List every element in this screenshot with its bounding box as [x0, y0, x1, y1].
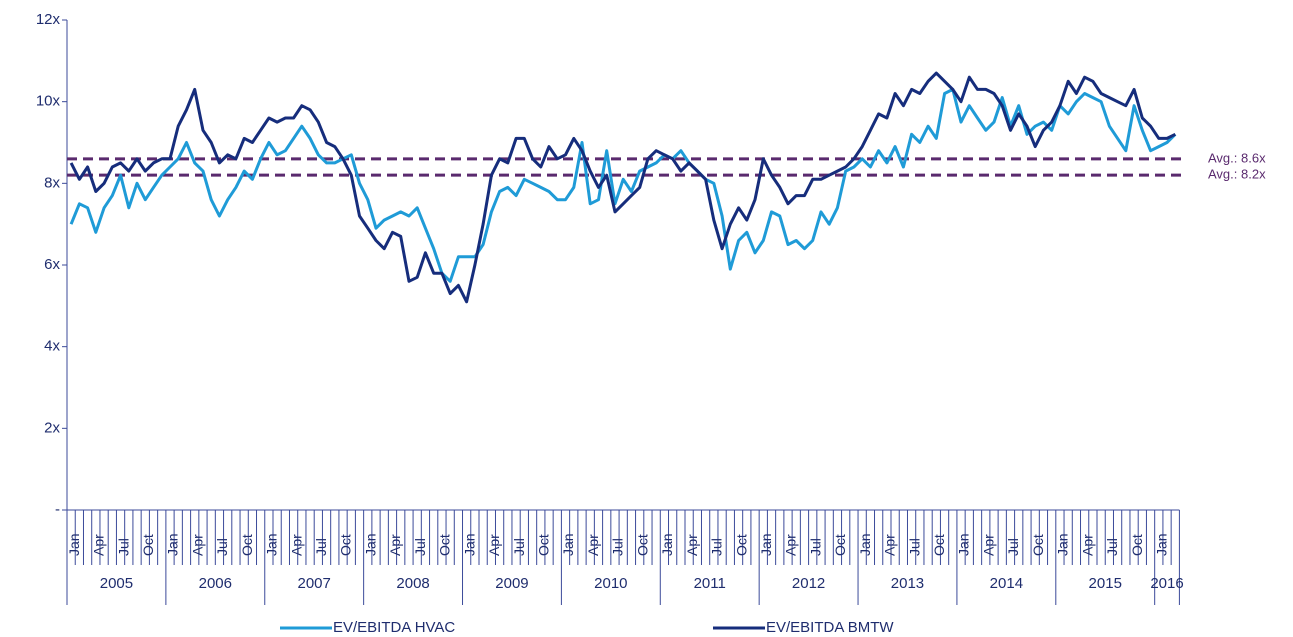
- year-label: 2011: [694, 575, 726, 592]
- x-tick-label: Oct: [239, 534, 255, 556]
- x-tick-label: Oct: [437, 534, 453, 556]
- y-tick-label: 12x: [36, 11, 61, 28]
- x-tick-label: Apr: [288, 534, 304, 556]
- year-label: 2009: [495, 575, 528, 592]
- y-tick-label: 2x: [44, 419, 60, 436]
- series-line: [69, 71, 1176, 304]
- x-tick-label: Jan: [1154, 533, 1170, 556]
- x-tick-label: Jul: [511, 538, 527, 556]
- x-tick-label: Jan: [560, 533, 576, 556]
- x-tick-label: Oct: [140, 534, 156, 556]
- year-label: 2015: [1089, 575, 1122, 592]
- year-label: 2008: [396, 575, 429, 592]
- year-label: 2013: [891, 575, 924, 592]
- year-label: 2007: [298, 575, 331, 592]
- x-tick-label: Jan: [66, 533, 82, 556]
- x-tick-label: Jan: [264, 533, 280, 556]
- x-tick-label: Jul: [115, 538, 131, 556]
- average-label: Avg.: 8.2x: [1208, 167, 1266, 182]
- x-tick-label: Apr: [1079, 534, 1095, 556]
- x-tick-label: Jan: [857, 533, 873, 556]
- y-tick-label: 8x: [44, 174, 60, 191]
- year-label: 2016: [1150, 575, 1183, 592]
- x-tick-label: Jul: [1005, 538, 1021, 556]
- x-tick-label: Oct: [931, 534, 947, 556]
- y-tick-label: 4x: [44, 338, 60, 355]
- x-tick-label: Oct: [832, 534, 848, 556]
- series-line: [69, 87, 1177, 283]
- x-tick-label: Apr: [189, 534, 205, 556]
- y-tick-label: 10x: [36, 93, 61, 110]
- x-tick-label: Jul: [807, 538, 823, 556]
- x-tick-label: Jan: [461, 533, 477, 556]
- y-tick-label: 6x: [44, 256, 60, 273]
- x-tick-label: Oct: [338, 534, 354, 556]
- x-tick-label: Oct: [733, 534, 749, 556]
- y-tick-label: -: [55, 501, 60, 518]
- x-tick-label: Apr: [91, 534, 107, 556]
- year-label: 2010: [594, 575, 627, 592]
- legend-label: EV/EBITDA HVAC: [333, 619, 455, 636]
- x-tick-label: Apr: [387, 534, 403, 556]
- x-tick-label: Jul: [906, 538, 922, 556]
- x-tick-label: Jul: [313, 538, 329, 556]
- x-tick-label: Jul: [610, 538, 626, 556]
- legend-label: EV/EBITDA BMTW: [766, 619, 894, 636]
- x-tick-label: Jan: [956, 533, 972, 556]
- x-tick-label: Oct: [634, 534, 650, 556]
- x-tick-label: Jan: [165, 533, 181, 556]
- year-label: 2006: [199, 575, 232, 592]
- x-tick-label: Apr: [585, 534, 601, 556]
- x-tick-label: Jul: [214, 538, 230, 556]
- x-tick-label: Apr: [980, 534, 996, 556]
- year-label: 2012: [792, 575, 825, 592]
- x-tick-label: Jan: [362, 533, 378, 556]
- x-tick-label: Oct: [1129, 534, 1145, 556]
- x-tick-label: Jan: [758, 533, 774, 556]
- x-tick-label: Jan: [1055, 533, 1071, 556]
- x-tick-label: Jan: [659, 533, 675, 556]
- x-tick-label: Jul: [709, 538, 725, 556]
- x-tick-label: Apr: [783, 534, 799, 556]
- x-tick-label: Oct: [536, 534, 552, 556]
- x-tick-label: Apr: [882, 534, 898, 556]
- year-label: 2005: [100, 575, 133, 592]
- x-tick-label: Jul: [1104, 538, 1120, 556]
- x-tick-label: Apr: [684, 534, 700, 556]
- x-tick-label: Oct: [1030, 534, 1046, 556]
- average-label: Avg.: 8.6x: [1208, 150, 1266, 165]
- x-tick-label: Jul: [412, 538, 428, 556]
- x-tick-label: Apr: [486, 534, 502, 556]
- year-label: 2014: [990, 575, 1023, 592]
